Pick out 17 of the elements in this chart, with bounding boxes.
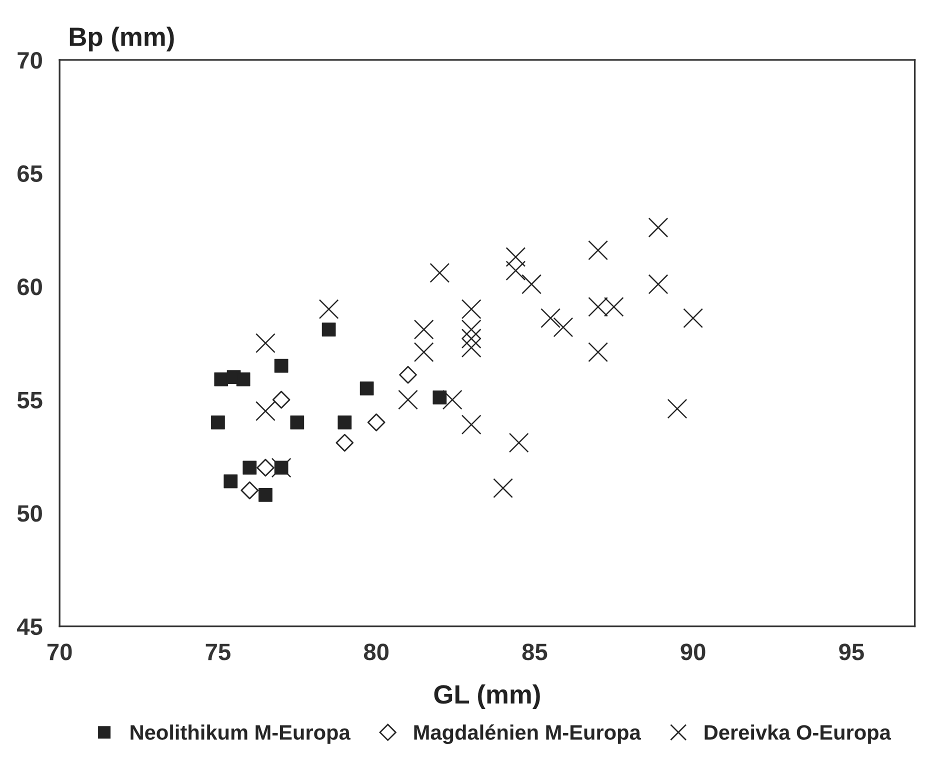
y-tick-label: 70	[18, 52, 42, 69]
y-tick-label: 60	[18, 278, 42, 296]
y-tick-label: 50	[17, 505, 42, 522]
legend-label: Neolithikum M-Europa	[130, 724, 350, 744]
legend-label: Dereivka O-Europa	[704, 724, 892, 744]
x-axis-title: GL (mm)	[434, 684, 540, 710]
x-tick-label: 95	[839, 644, 864, 660]
y-tick-label: 65	[18, 165, 42, 182]
y-tick-label: 55	[17, 392, 42, 409]
legend-label: Magdalénien M-Europa	[414, 724, 642, 744]
x-tick-label: 70	[47, 644, 72, 660]
y-axis-title: Bp (mm)	[70, 26, 174, 52]
y-tick-label: 45	[17, 618, 42, 636]
x-tick-label: 80	[364, 644, 388, 660]
x-tick-label: 85	[522, 644, 548, 660]
x-tick-label: 75	[206, 644, 230, 660]
x-tick-label: 90	[680, 644, 706, 660]
